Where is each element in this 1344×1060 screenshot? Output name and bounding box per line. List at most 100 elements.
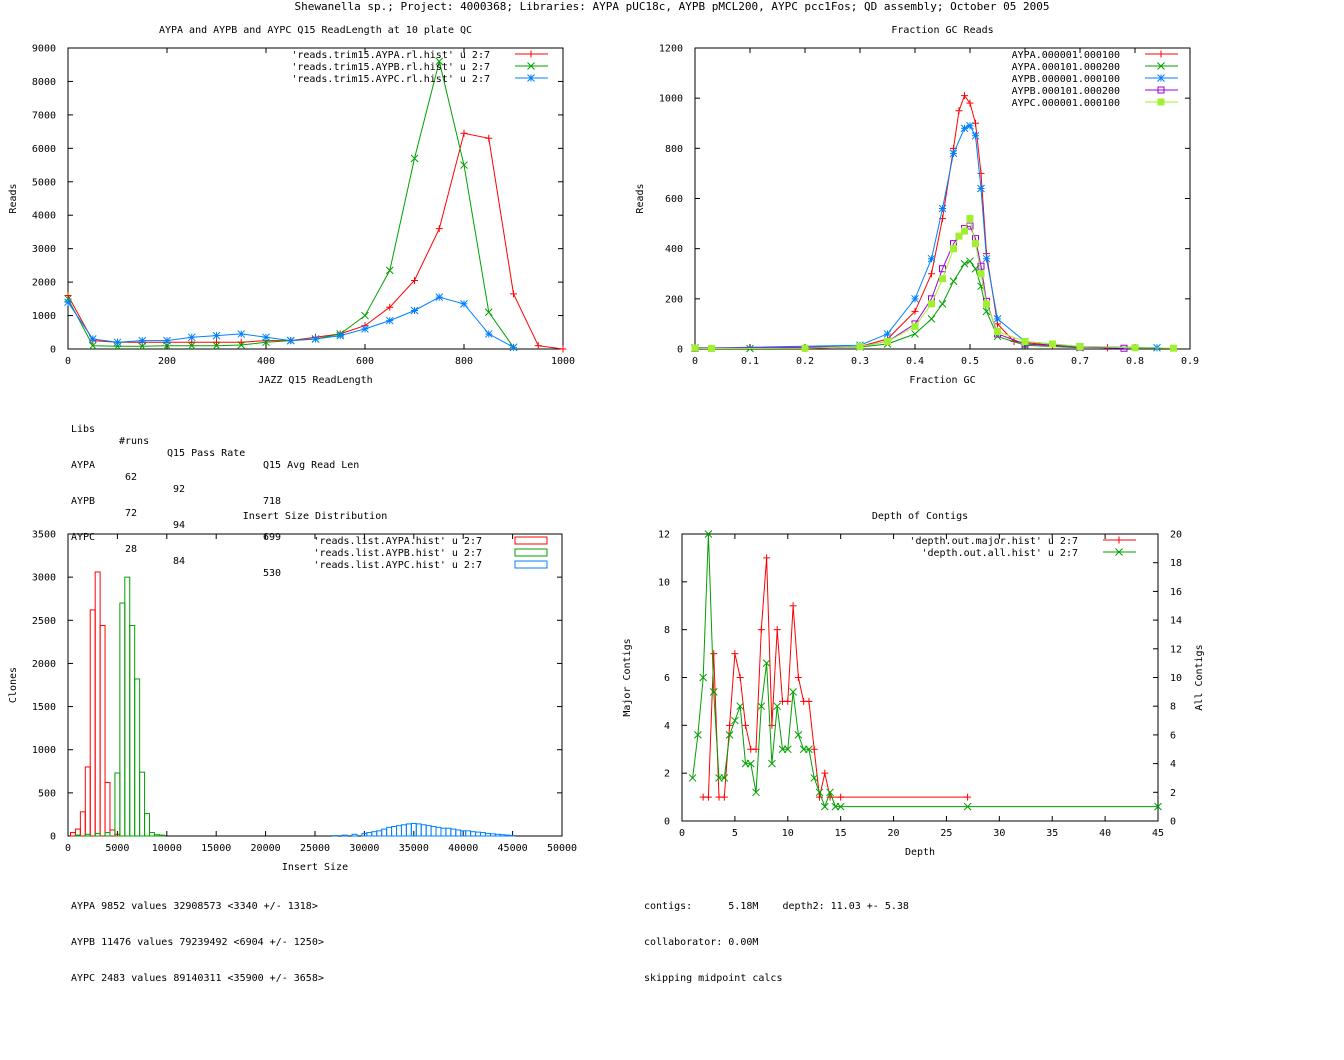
bar [494, 833, 501, 837]
series-line [694, 94, 1108, 350]
data-point [509, 343, 518, 352]
data-point [710, 650, 718, 658]
stats-line: collaborator: 0.00M [644, 937, 759, 948]
data-point [88, 341, 97, 350]
series-5 [691, 215, 1177, 352]
series-2 [64, 57, 518, 352]
y2-tick-label: 0 [1170, 817, 1176, 828]
data-point [911, 294, 919, 303]
data-point [856, 342, 864, 350]
data-point [361, 311, 369, 320]
y-tick-label: 200 [665, 294, 683, 305]
x-axis-label: Insert Size [282, 862, 348, 873]
data-point [725, 731, 734, 739]
series-line [694, 216, 1174, 350]
data-point [534, 342, 542, 350]
x-tick-label: 5 [732, 828, 738, 839]
x-tick-label: 0.7 [1071, 356, 1089, 367]
bar [470, 831, 477, 837]
legend-label: AYPB.000001.000100 [1012, 74, 1120, 85]
x-tick-label: 35000 [399, 843, 429, 854]
x-tick-label: 25 [940, 828, 952, 839]
table-cell: 72 [125, 508, 138, 519]
insert-size-stats: AYPA 9852 values 32908573 <3340 +/- 1318… [71, 877, 324, 997]
data-point [960, 259, 969, 268]
data-point [964, 793, 972, 801]
table-header-cell: Q15 Pass Rate [167, 448, 246, 459]
data-point [773, 626, 781, 634]
x-tick-label: 0.1 [741, 356, 759, 367]
data-point [939, 265, 946, 273]
y2-tick-label: 20 [1170, 530, 1182, 541]
series-line [67, 61, 514, 348]
y-tick-label: 1200 [659, 44, 683, 55]
x-tick-label: 45000 [498, 843, 528, 854]
data-point [757, 702, 766, 711]
depth-stats: contigs: 5.18M depth2: 11.03 +- 5.38 col… [644, 877, 909, 997]
x-tick-label: 400 [257, 356, 275, 367]
bar [479, 832, 486, 837]
stats-line: contigs: 5.18M depth2: 11.03 +- 5.38 [644, 901, 909, 912]
x-tick-label: 10000 [152, 843, 182, 854]
data-point [286, 336, 295, 345]
data-point [460, 161, 468, 169]
x-tick-label: 45 [1152, 828, 1164, 839]
data-point [484, 308, 493, 317]
series-2 [688, 530, 1162, 811]
table-cell: 699 [263, 532, 282, 543]
y2-tick-label: 16 [1170, 587, 1182, 598]
table-cell: 62 [125, 472, 138, 483]
data-point [938, 299, 947, 308]
data-point [757, 626, 765, 634]
data-point [911, 330, 919, 338]
data-point [731, 650, 739, 658]
bar [129, 624, 136, 837]
data-point [736, 702, 745, 711]
table-row: AYPB 72 94 699 [71, 484, 281, 543]
series-3 [331, 822, 516, 837]
y-tick-label: 8 [664, 625, 670, 636]
data-point [1076, 342, 1084, 350]
bar [475, 831, 481, 837]
data-point [527, 74, 535, 82]
bar [99, 624, 106, 837]
data-point [805, 697, 813, 705]
legend-label: 'reads.list.AYPB.hist' u 2:7 [313, 548, 482, 559]
table-header-cell: Q15 Avg Read Len [263, 460, 360, 471]
data-point [993, 315, 1002, 323]
bar [104, 782, 111, 837]
data-point [961, 92, 968, 100]
bar [504, 834, 511, 837]
x-tick-label: 0.6 [1016, 356, 1034, 367]
y2-tick-label: 2 [1170, 788, 1176, 799]
readlength-table: Libs #runs Q15 Pass Rate Q15 Avg Read Le… [71, 388, 359, 579]
y2-tick-label: 6 [1170, 730, 1176, 741]
data-point [212, 341, 221, 350]
table-header-cell: #runs [119, 436, 150, 447]
y2-tick-label: 18 [1170, 558, 1182, 569]
chart-title: AYPA and AYPB and AYPC Q15 ReadLength at… [159, 25, 472, 36]
data-point [826, 793, 834, 801]
data-point [972, 240, 979, 248]
series-line [67, 132, 564, 350]
bar [381, 828, 388, 837]
x-tick-label: 0 [65, 356, 71, 367]
data-point [884, 337, 891, 345]
data-point [385, 316, 394, 325]
series-3 [691, 121, 1161, 353]
data-point [262, 333, 270, 342]
data-point [484, 330, 493, 338]
data-point [460, 129, 468, 137]
bar [376, 830, 383, 837]
y-axis-label: Reads [8, 183, 19, 213]
data-point [783, 745, 792, 754]
table-cell: 28 [125, 544, 138, 555]
bar [425, 825, 432, 837]
legend-label: AYPA.000001.000100 [1012, 50, 1120, 61]
data-point [460, 299, 468, 308]
y-tick-label: 2000 [32, 278, 56, 289]
data-point [741, 721, 749, 729]
x-tick-label: 35 [1046, 828, 1058, 839]
x-axis-label: Fraction GC [909, 375, 975, 386]
y-tick-label: 2500 [32, 616, 56, 627]
